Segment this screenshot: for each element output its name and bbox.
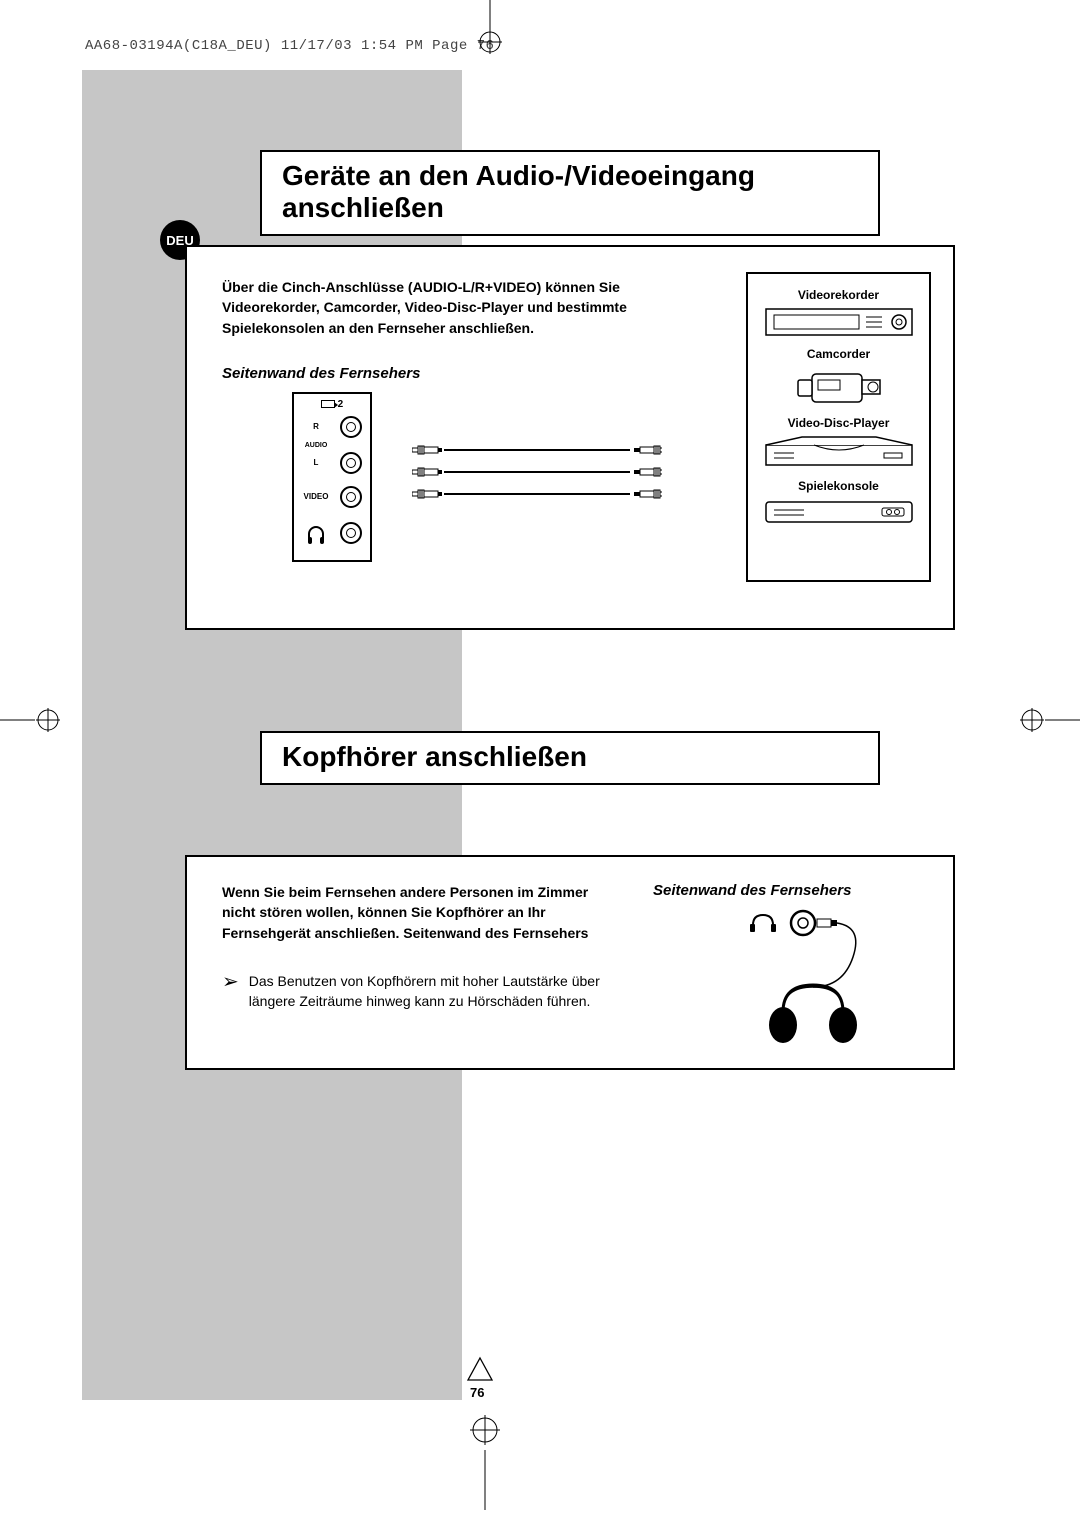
crop-mark-icon <box>1010 700 1080 740</box>
section2-intro: Wenn Sie beim Fernsehen andere Personen … <box>222 882 622 943</box>
headphone-icon <box>308 526 324 540</box>
devices-list: Videorekorder Camcorder Video-Disc-Playe… <box>746 272 931 582</box>
rca-jack-icon <box>340 416 362 438</box>
crop-mark-icon <box>445 1400 525 1510</box>
device-camcorder-label: Camcorder <box>758 347 919 361</box>
page-pointer-icon <box>466 1356 494 1382</box>
section2-note: Das Benutzen von Kopfhörern mit hoher La… <box>249 972 642 1011</box>
vcr-icon <box>764 307 914 337</box>
game-console-icon <box>764 498 914 526</box>
print-header: AA68-03194A(C18A_DEU) 11/17/03 1:54 PM P… <box>85 38 494 54</box>
section1-intro: Über die Cinch-Anschlüsse (AUDIO-L/R+VID… <box>222 277 692 338</box>
rca-plug-left-icon <box>412 466 442 478</box>
section1-box: Über die Cinch-Anschlüsse (AUDIO-L/R+VID… <box>185 245 955 630</box>
section2-note-row: ➢ Das Benutzen von Kopfhörern mit hoher … <box>222 972 642 1011</box>
rca-plug-right-icon <box>632 488 662 500</box>
jack-label-video: VIDEO <box>302 493 330 501</box>
section2-box: Wenn Sie beim Fernsehen andere Personen … <box>185 855 955 1070</box>
section1-subhead: Seitenwand des Fernsehers <box>222 365 420 382</box>
jack-label-r: R <box>302 423 330 431</box>
rca-cables-diagram <box>412 444 662 510</box>
rca-plug-left-icon <box>412 444 442 456</box>
device-vcr-label: Videorekorder <box>758 288 919 302</box>
rca-plug-left-icon <box>412 488 442 500</box>
headphone-connection-diagram <box>693 907 893 1047</box>
tv-side-panel-diagram: 2 R AUDIO L VIDEO <box>292 392 372 562</box>
section2-subhead: Seitenwand des Fernsehers <box>653 882 913 899</box>
page-number: 76 <box>470 1385 484 1400</box>
rca-jack-icon <box>340 452 362 474</box>
jack-label-audio: AUDIO <box>302 442 330 449</box>
panel-input-number: 2 <box>338 399 344 410</box>
note-arrow-icon: ➢ <box>222 972 239 992</box>
device-console-label: Spielekonsole <box>758 479 919 493</box>
crop-mark-icon <box>470 0 510 60</box>
section2-title: Kopfhörer anschließen <box>260 731 880 785</box>
rca-plug-right-icon <box>632 466 662 478</box>
camcorder-icon <box>794 366 884 406</box>
rca-plug-right-icon <box>632 444 662 456</box>
panel-input-label: 2 <box>294 399 370 410</box>
disc-player-icon <box>764 435 914 469</box>
rca-jack-icon <box>340 486 362 508</box>
headphone-jack-icon <box>340 522 362 544</box>
section1-title: Geräte an den Audio-/Videoeingang anschl… <box>260 150 880 236</box>
device-disc-label: Video-Disc-Player <box>758 416 919 430</box>
jack-label-l: L <box>302 459 330 467</box>
crop-mark-icon <box>0 700 70 740</box>
